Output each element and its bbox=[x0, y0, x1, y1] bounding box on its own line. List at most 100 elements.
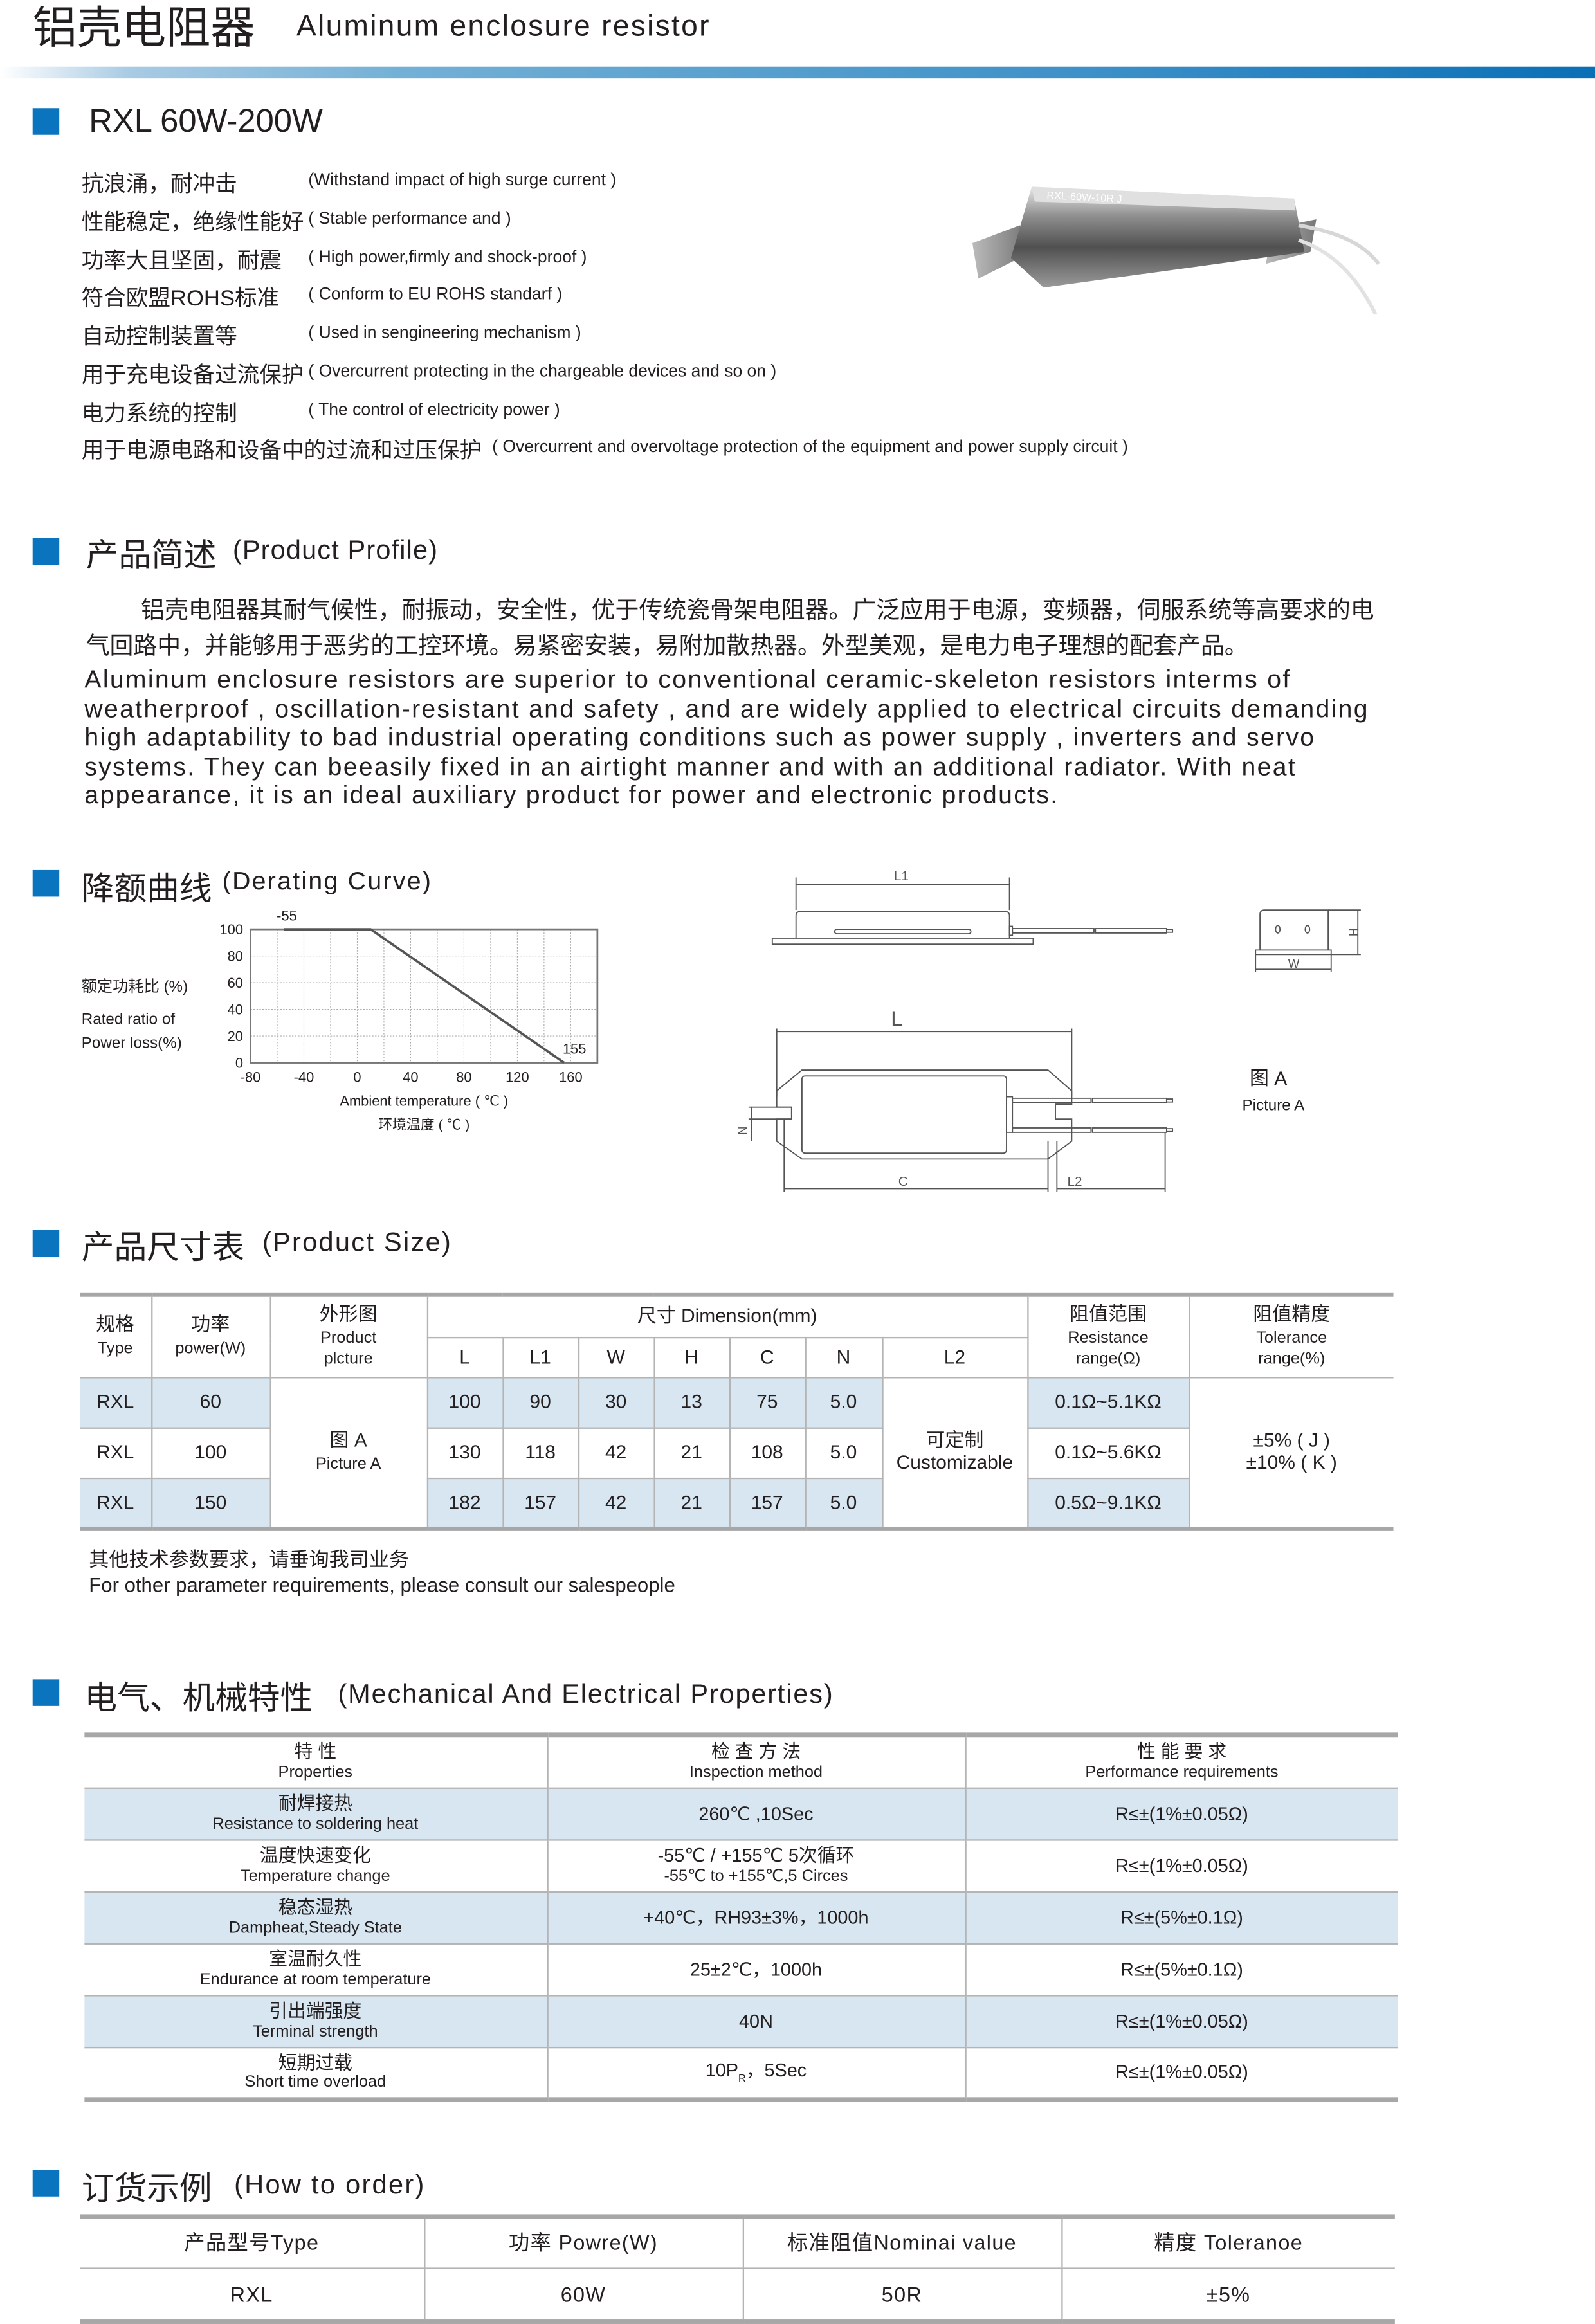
header-text: range(Ω) bbox=[1075, 1350, 1141, 1369]
header-text: Product bbox=[320, 1329, 377, 1347]
product-photo: RXL-60W-10R J bbox=[972, 186, 1380, 315]
cell-method: 40N bbox=[546, 1995, 966, 2049]
table-row: 短期过载 Short time overload 10PR，5Sec R≤±(1%±0… bbox=[84, 2047, 1398, 2102]
header-text: 规格 bbox=[96, 1313, 135, 1336]
header-text: Type bbox=[97, 1339, 133, 1358]
x-tick-label: -80 bbox=[241, 1069, 261, 1085]
product-size-table: 规格 Type 功率 power(W) 外形图 Product plcture 尺寸 D… bbox=[80, 1292, 1394, 1531]
header-text: power(W) bbox=[175, 1339, 246, 1358]
properties-table: 特 性 Properties 检 查 方 法 Inspection method 性 能… bbox=[84, 1732, 1398, 2102]
header-text: range(%) bbox=[1258, 1350, 1326, 1369]
dim-label-n: N bbox=[736, 1127, 749, 1135]
cell-resistance: 0.1Ω~5.6KΩ bbox=[1026, 1427, 1190, 1480]
derating-title-en: (Derating Curve) bbox=[222, 867, 433, 896]
header-text: plcture bbox=[324, 1350, 373, 1369]
order-header: 标准阻值Nominai value bbox=[742, 2214, 1062, 2269]
header-text: 功率 bbox=[191, 1313, 230, 1336]
plot-frame bbox=[250, 928, 599, 1064]
dim-label-h: H bbox=[1346, 928, 1360, 936]
cell-type: RXL bbox=[80, 1427, 152, 1480]
l2-en: Customizable bbox=[896, 1451, 1014, 1474]
header-power: 功率 power(W) bbox=[150, 1292, 271, 1379]
header-cell: 性 能 要 求 Performance requirements bbox=[964, 1732, 1398, 1789]
method-text-en: -55℃ to +155℃,5 Circes bbox=[664, 1867, 848, 1885]
curve-annotation: 155 bbox=[563, 1041, 587, 1057]
cell-dim: 30 bbox=[577, 1377, 655, 1429]
method-text: 260℃ ,10Sec bbox=[698, 1803, 814, 1824]
header-dim-l2: L2 bbox=[881, 1336, 1028, 1379]
size-title-en: (Product Size) bbox=[262, 1227, 453, 1257]
drawing-caption-en: Picture A bbox=[1242, 1096, 1305, 1115]
cell-dim: 118 bbox=[502, 1427, 579, 1480]
page-title-en: Aluminum enclosure resistor bbox=[296, 10, 711, 43]
feature-cn: 用于电源电路和设备中的过流和过压保护 bbox=[81, 439, 482, 464]
cell-dim: 21 bbox=[653, 1427, 731, 1480]
dim-label-l2: L2 bbox=[1067, 1174, 1082, 1189]
derating-chart: 0 20 40 60 80 100 -80 -40 0 40 80 120 160 -55 155 Ambie… bbox=[219, 907, 599, 1132]
header-picture: 外形图 Product plcture bbox=[269, 1292, 428, 1379]
dim-label-l: L bbox=[891, 1007, 902, 1030]
body-highlight bbox=[1032, 186, 1296, 211]
profile-title-cn: 产品简述 bbox=[86, 536, 217, 574]
order-table: 产品型号Type 功率 Powre(W) 标准阻值Nominai value 精度 T… bbox=[80, 2214, 1395, 2324]
properties-title-cn: 电气、机械特性 bbox=[84, 1679, 313, 1716]
picture-cn: 图 A bbox=[329, 1429, 367, 1451]
end-view: H W bbox=[1255, 909, 1361, 972]
header-resistance: 阻值范围 Resistance range(Ω) bbox=[1026, 1292, 1190, 1379]
profile-en-line: high adaptability to bad industrial oper… bbox=[84, 723, 1316, 752]
cell-method: +40℃，RH93±3%，1000h bbox=[546, 1892, 966, 1945]
property-en: Terminal strength bbox=[253, 2022, 378, 2041]
y-tick-label: 80 bbox=[228, 949, 243, 965]
header-text: Resistance bbox=[1068, 1329, 1149, 1347]
property-cn: 引出端强度 bbox=[269, 2001, 362, 2022]
cell-dim: 157 bbox=[728, 1477, 806, 1531]
header-row: 特 性 Properties 检 查 方 法 Inspection method 性 能… bbox=[84, 1732, 1398, 1789]
cell-dim: 90 bbox=[502, 1377, 579, 1429]
header-dim-c: C bbox=[728, 1336, 806, 1379]
side-view: L1 bbox=[771, 869, 1174, 945]
method-text: 25±2℃，1000h bbox=[689, 1959, 823, 1980]
feature-cn: 性能稳定，绝缘性能好 bbox=[81, 210, 304, 236]
dim-label-l1: L1 bbox=[894, 869, 909, 884]
property-en: Resistance to soldering heat bbox=[212, 1815, 419, 1833]
property-en: Short time overload bbox=[244, 2074, 387, 2092]
cell-method: 10PR，5Sec bbox=[546, 2047, 966, 2102]
header-cn: 性 能 要 求 bbox=[1136, 1742, 1227, 1763]
order-title-cn: 订货示例 bbox=[81, 2170, 212, 2207]
cell-dim: 5.0 bbox=[804, 1477, 883, 1531]
order-header: 产品型号Type bbox=[80, 2214, 425, 2269]
table-row: RXL 60 图 A Picture A 100 90 30 13 75 5.0 可定制 Custom… bbox=[80, 1377, 1394, 1531]
profile-en-line: systems. They can beeasily fixed in an a… bbox=[84, 752, 1297, 781]
property-en: Temperature change bbox=[241, 1867, 390, 1885]
table-row: 温度快速变化 Temperature change -55℃ / +155℃ 5次循… bbox=[84, 1840, 1398, 1893]
cell-method: 25±2℃，1000h bbox=[546, 1943, 966, 1997]
header-dim-l: L bbox=[426, 1336, 504, 1379]
order-header: 精度 Toleranoe bbox=[1061, 2214, 1395, 2269]
cell-tolerance: ±5% ( J ) ±10% ( K ) bbox=[1188, 1377, 1394, 1531]
feature-en: ( Overcurrent protecting in the chargeab… bbox=[308, 363, 777, 381]
feature-en: (Withstand impact of high surge current … bbox=[308, 172, 617, 190]
feature-en: ( High power,firmly and shock-proof ) bbox=[308, 249, 587, 267]
section-marker bbox=[32, 1230, 60, 1257]
header-dim-w: W bbox=[577, 1336, 655, 1379]
feature-cn: 电力系统的控制 bbox=[81, 401, 237, 427]
cell-requirement: R≤±(1%±0.05Ω) bbox=[964, 2047, 1398, 2102]
profile-cn-line: 气回路中，并能够用于恶劣的工控环境。易紧密安装，易附加散热器。外型美观，是电力电… bbox=[86, 634, 1248, 660]
x-axis-label-cn: 环境温度 ( ℃ ) bbox=[378, 1116, 469, 1132]
header-gradient-rule bbox=[0, 66, 1595, 79]
series-title: RXL 60W-200W bbox=[89, 102, 323, 140]
size-note-en: For other parameter requirements, please… bbox=[89, 1574, 675, 1597]
cell-property: 温度快速变化 Temperature change bbox=[84, 1840, 548, 1893]
header-type: 规格 Type bbox=[80, 1292, 152, 1379]
cell-dim: 42 bbox=[577, 1427, 655, 1480]
header-text: Tolerance bbox=[1256, 1329, 1327, 1347]
feature-en: ( The control of electricity power ) bbox=[308, 401, 560, 420]
section-marker bbox=[32, 869, 60, 897]
cell-resistance: 0.5Ω~9.1KΩ bbox=[1026, 1477, 1190, 1531]
header-cell: 检 查 方 法 Inspection method bbox=[546, 1732, 966, 1789]
cell-property: 室温耐久性 Endurance at room temperature bbox=[84, 1943, 548, 1997]
profile-en-line: weatherproof , oscillation-resistant and… bbox=[84, 694, 1369, 723]
x-tick-label: 160 bbox=[559, 1069, 583, 1085]
method-text: 10P bbox=[705, 2060, 739, 2081]
table-row: 耐焊接热 Resistance to soldering heat 260℃ ,10… bbox=[84, 1788, 1398, 1841]
